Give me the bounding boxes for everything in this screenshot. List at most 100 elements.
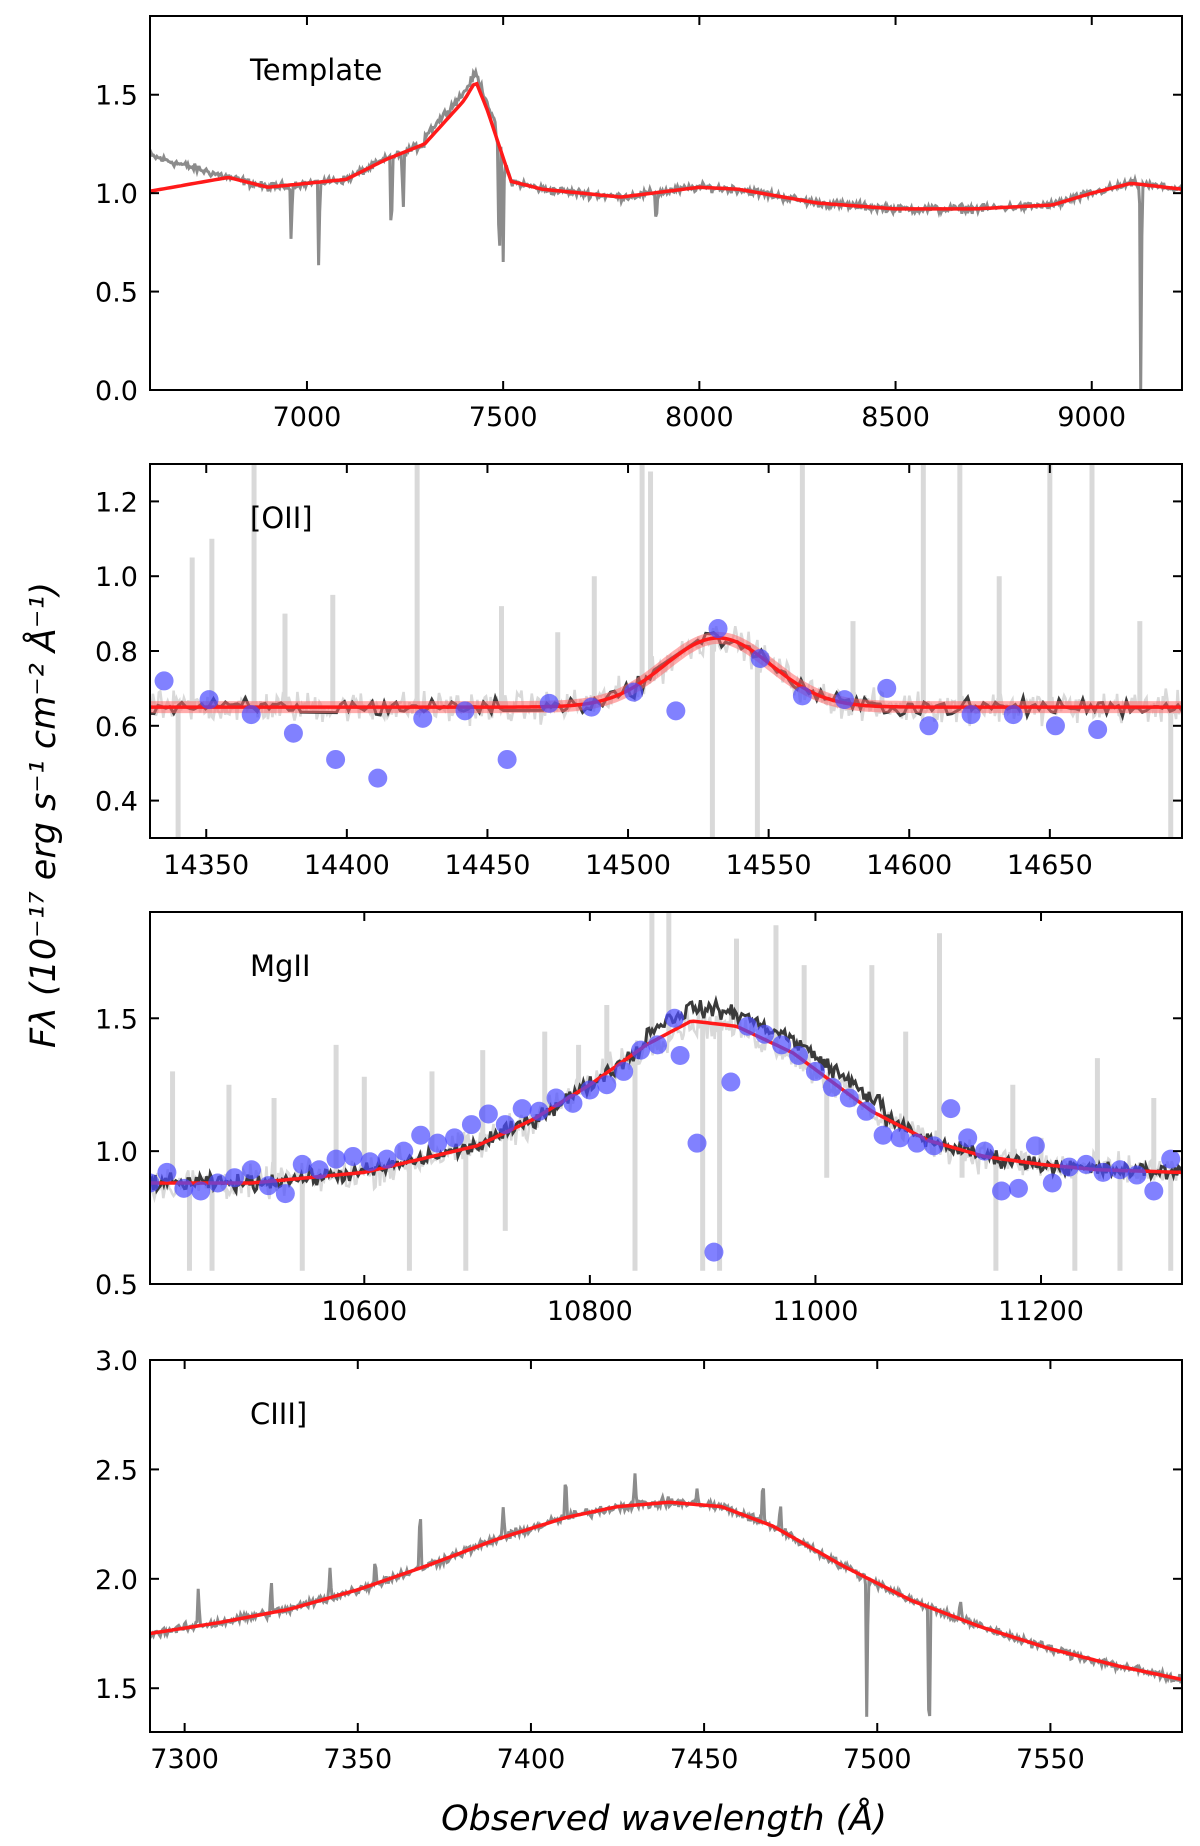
panel-oii-point-17 (877, 678, 897, 698)
panel-mgii-point-38 (772, 1035, 792, 1055)
panel-mgii-point-12 (343, 1146, 363, 1166)
panel-ciii-ytick-label-0: 1.5 (95, 1674, 138, 1705)
panel-oii-xtick-label-2: 14450 (444, 850, 530, 881)
panel-mgii-point-39 (789, 1045, 809, 1065)
panel-mgii-point-17 (428, 1133, 448, 1153)
panel-mgii-point-20 (478, 1104, 498, 1124)
panel-oii-xtick-label-4: 14550 (726, 850, 812, 881)
panel-oii-xtick-label-3: 14500 (585, 850, 671, 881)
panel-mgii-point-0 (150, 1173, 160, 1193)
panel-mgii-point-7 (258, 1176, 278, 1196)
panel-mgii-point-55 (1059, 1157, 1079, 1177)
panel-oii-ytick-label-3: 1.0 (95, 562, 138, 593)
panel-mgii-point-15 (394, 1141, 414, 1161)
panel-mgii-binned-points (150, 1008, 1181, 1262)
panel-ciii-xtick-label-0: 7300 (150, 1744, 219, 1775)
panel-oii-point-5 (368, 768, 388, 788)
panel-mgii-point-56 (1076, 1154, 1096, 1174)
panel-mgii-point-13 (360, 1152, 380, 1172)
panel-oii-plot-area (150, 464, 1182, 838)
panel-template-model-line (150, 81, 1182, 211)
panel-mgii-point-14 (377, 1149, 397, 1169)
panel-mgii-point-54 (1042, 1173, 1062, 1193)
panel-ciii-frame (149, 1359, 1183, 1733)
panel-template-ytick-label-2: 1.0 (95, 179, 138, 210)
panel-oii-point-16 (835, 690, 855, 710)
panel-mgii-point-2 (174, 1178, 194, 1198)
panel-mgii-point-52 (1008, 1178, 1028, 1198)
panel-template-xtick-label-3: 8500 (861, 402, 930, 433)
panel-mgii-point-24 (546, 1088, 566, 1108)
panel-mgii-point-53 (1025, 1136, 1045, 1156)
panel-oii-xtick-label-5: 14600 (866, 850, 952, 881)
panel-mgii-point-35 (721, 1072, 741, 1092)
panel-ciii: 7300 7350 7400 7450 7500 7550 1.5 2.0 2.5 3.0 CII… (95, 1346, 1183, 1775)
panel-oii-ytick-label-2: 0.8 (95, 637, 138, 668)
panel-mgii-point-31 (664, 1008, 684, 1028)
panel-mgii-point-28 (614, 1061, 634, 1081)
panel-ciii-xtick-label-3: 7450 (670, 1744, 739, 1775)
panel-ciii-ytick-label-1: 2.0 (95, 1565, 138, 1596)
panel-mgii-point-58 (1110, 1160, 1130, 1180)
panel-ciii-label: CIII] (250, 1397, 307, 1431)
panel-mgii-point-18 (445, 1128, 465, 1148)
panel-mgii-point-37 (755, 1024, 775, 1044)
panel-oii-ytick-label-0: 0.4 (95, 787, 138, 818)
panel-mgii-point-16 (411, 1125, 431, 1145)
panel-oii-xtick-label-6: 14650 (1007, 850, 1093, 881)
panel-mgii-point-46 (907, 1133, 927, 1153)
panel-mgii-point-36 (738, 1016, 758, 1036)
panel-mgii-point-19 (461, 1115, 481, 1135)
panel-oii-point-12 (666, 701, 686, 721)
panel-mgii-point-6 (242, 1160, 262, 1180)
panel-mgii-point-1 (157, 1162, 177, 1182)
panel-ciii-xtick-label-2: 7400 (497, 1744, 566, 1775)
panel-mgii-xtick-label-1: 10800 (547, 1296, 633, 1327)
panel-mgii-point-44 (873, 1125, 893, 1145)
panel-mgii-point-41 (822, 1077, 842, 1097)
panel-template-xtick-label-0: 7000 (273, 402, 342, 433)
panel-mgii-point-50 (975, 1141, 995, 1161)
panel-mgii-point-48 (941, 1099, 961, 1119)
panel-mgii-point-21 (495, 1115, 515, 1135)
panel-mgii-frame (149, 911, 1183, 1285)
panel-mgii-point-33 (687, 1133, 707, 1153)
panel-oii-ytick-label-4: 1.2 (95, 487, 138, 518)
panel-oii-point-2 (241, 705, 261, 725)
panel-oii-point-8 (497, 749, 517, 769)
panel-oii-point-6 (413, 708, 433, 728)
panel-template-ytick-label-1: 0.5 (95, 278, 138, 309)
panel-mgii-label: MgII (250, 949, 311, 983)
panel-mgii-ytick-label-2: 1.5 (95, 1004, 138, 1035)
y-axis-title: Fλ (10⁻¹⁷ erg s⁻¹ cm⁻² Å⁻¹) (21, 582, 64, 1048)
panel-mgii-point-60 (1144, 1181, 1164, 1201)
panel-mgii-point-59 (1127, 1165, 1147, 1185)
panel-oii-raw-spikes (175, 464, 1174, 838)
panel-oii-binned-points (154, 619, 1108, 788)
panel-template-ytick-label-0: 0.0 (95, 376, 138, 407)
panel-mgii: 10600 10800 11000 11200 0.5 1.0 1.5 MgII (95, 911, 1183, 1327)
panel-mgii-plot-area (150, 912, 1182, 1271)
x-axis-title: Observed wavelength (Å) (441, 1796, 887, 1839)
panel-oii-point-3 (283, 723, 303, 743)
panel-oii-point-21 (1045, 716, 1065, 736)
panel-ciii-xtick-label-5: 7550 (1016, 1744, 1085, 1775)
panel-mgii-point-11 (326, 1149, 346, 1169)
panel-mgii-point-61 (1161, 1149, 1181, 1169)
panel-template-ytick-label-3: 1.5 (95, 81, 138, 112)
panel-ciii-model-line (150, 1500, 1182, 1682)
panel-mgii-point-9 (292, 1154, 312, 1174)
panel-oii-point-19 (961, 705, 981, 725)
panel-mgii-point-57 (1093, 1162, 1113, 1182)
panel-mgii-xtick-label-2: 11000 (772, 1296, 858, 1327)
panel-template-xtick-label-4: 9000 (1057, 402, 1126, 433)
panel-oii: 14350 14400 14450 14500 14550 14600 14650 0.4 0.… (95, 463, 1183, 881)
panel-template: 7000 7500 8000 8500 9000 0.0 0.5 1.0 1.5 Templat… (95, 15, 1183, 433)
panel-mgii-ytick-label-1: 1.0 (95, 1137, 138, 1168)
panel-mgii-point-26 (580, 1080, 600, 1100)
panel-ciii-xtick-label-4: 7500 (843, 1744, 912, 1775)
panel-oii-point-22 (1088, 720, 1108, 740)
panel-mgii-point-34 (704, 1242, 724, 1262)
panel-oii-point-10 (581, 697, 601, 717)
